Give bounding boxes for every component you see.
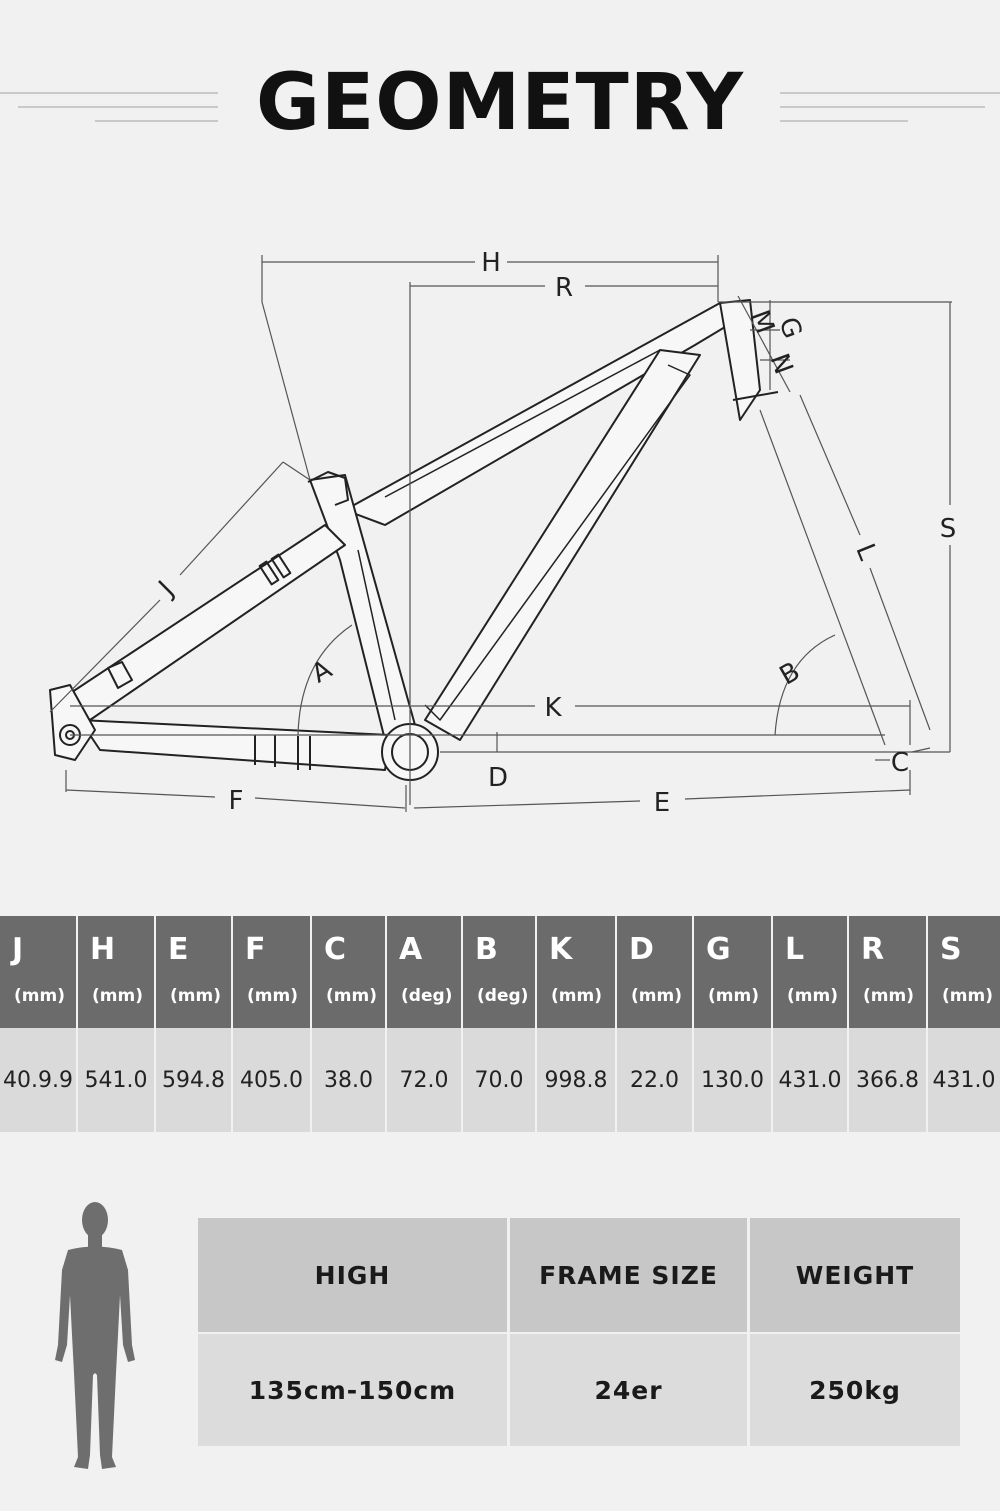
column-unit: (mm) — [631, 986, 682, 1006]
value-cell-b: 70.0 — [463, 1028, 537, 1132]
frame-size-value: 24er — [510, 1334, 750, 1446]
header-cell-r: R (mm) — [849, 916, 928, 1028]
header-cell-k: K (mm) — [537, 916, 617, 1028]
value-cell-l: 431.0 — [773, 1028, 849, 1132]
label-e: E — [654, 788, 670, 818]
title-rule — [95, 120, 218, 122]
header-cell-a: A (deg) — [387, 916, 463, 1028]
header-cell-h: H (mm) — [78, 916, 156, 1028]
column-unit: (mm) — [942, 986, 993, 1006]
label-d: D — [488, 763, 508, 793]
size-table: HIGH FRAME SIZE WEIGHT 135cm-150cm 24er … — [198, 1218, 960, 1446]
title-area: GEOMETRY — [0, 0, 1000, 200]
title-rule — [780, 106, 985, 108]
header-cell-l: L (mm) — [773, 916, 849, 1028]
column-letter: F — [245, 932, 266, 967]
value-cell-r: 366.8 — [849, 1028, 928, 1132]
header-cell-j: J (mm) — [0, 916, 78, 1028]
column-unit: (deg) — [477, 986, 529, 1006]
label-r: R — [555, 273, 573, 303]
label-a: A — [307, 654, 338, 689]
size-header-row: HIGH FRAME SIZE WEIGHT — [198, 1218, 960, 1332]
value-cell-k: 998.8 — [537, 1028, 617, 1132]
value-cell-j: 40.9.9 — [0, 1028, 78, 1132]
column-letter: C — [324, 932, 347, 967]
column-letter: D — [629, 932, 654, 967]
value-cell-h: 541.0 — [78, 1028, 156, 1132]
label-f: F — [229, 786, 244, 816]
frame-geometry-diagram: H R M G N S J L A B K D C F E — [49, 248, 957, 818]
column-unit: (mm) — [170, 986, 221, 1006]
weight-header: WEIGHT — [795, 1260, 915, 1290]
geometry-value-row: 40.9.9 541.0 594.8 405.0 38.0 72.0 70.0 998.8 22… — [0, 1028, 1000, 1132]
column-letter: G — [706, 932, 731, 967]
title-rule — [18, 106, 218, 108]
column-unit: (mm) — [787, 986, 838, 1006]
title-rule — [780, 92, 1000, 94]
value-cell-d: 22.0 — [617, 1028, 694, 1132]
header-cell-g: G (mm) — [694, 916, 773, 1028]
title-rule — [0, 92, 218, 94]
person-silhouette-icon — [55, 1202, 135, 1469]
column-unit: (mm) — [863, 986, 914, 1006]
column-letter: E — [168, 932, 189, 967]
column-letter: K — [549, 932, 573, 967]
size-value-row: 135cm-150cm 24er 250kg — [198, 1334, 960, 1446]
header-cell-d: D (mm) — [617, 916, 694, 1028]
header-cell-f: F (mm) — [233, 916, 312, 1028]
value-cell-g: 130.0 — [694, 1028, 773, 1132]
label-c: C — [891, 748, 909, 778]
column-unit: (deg) — [401, 986, 453, 1006]
label-k: K — [544, 693, 562, 723]
column-letter: L — [785, 932, 805, 967]
high-header: HIGH — [198, 1218, 510, 1332]
value-cell-f: 405.0 — [233, 1028, 312, 1132]
column-unit: (mm) — [92, 986, 143, 1006]
label-g: G — [772, 313, 807, 342]
column-letter: R — [861, 932, 885, 967]
geometry-header-row: J (mm) H (mm) E (mm) F (mm) C (mm) A (deg) B (deg) K (m… — [0, 916, 1000, 1028]
dimension-lines — [49, 255, 952, 812]
column-unit: (mm) — [247, 986, 298, 1006]
weight-value: 250kg — [809, 1375, 901, 1405]
column-letter: H — [90, 932, 116, 967]
header-cell-b: B (deg) — [463, 916, 537, 1028]
header-cell-s: S (mm) — [928, 916, 1000, 1028]
value-cell-s: 431.0 — [932, 1067, 996, 1093]
value-cell-c: 38.0 — [312, 1028, 387, 1132]
header-cell-e: E (mm) — [156, 916, 233, 1028]
geometry-table: J (mm) H (mm) E (mm) F (mm) C (mm) A (deg) B (deg) K (m… — [0, 916, 1000, 1132]
column-unit: (mm) — [551, 986, 602, 1006]
column-letter: S — [940, 932, 962, 967]
value-cell-e: 594.8 — [156, 1028, 233, 1132]
label-s: S — [940, 514, 957, 544]
column-unit: (mm) — [326, 986, 377, 1006]
column-letter: B — [475, 932, 498, 967]
column-letter: J — [12, 932, 24, 967]
bike-frame — [49, 299, 779, 781]
high-value: 135cm-150cm — [198, 1334, 510, 1446]
header-cell-c: C (mm) — [312, 916, 387, 1028]
column-unit: (mm) — [14, 986, 65, 1006]
column-letter: A — [399, 932, 423, 967]
column-unit: (mm) — [708, 986, 759, 1006]
label-j: J — [152, 575, 180, 603]
page-title: GEOMETRY — [256, 58, 744, 148]
label-h: H — [481, 248, 501, 278]
title-rule — [780, 120, 908, 122]
frame-size-header: FRAME SIZE — [510, 1218, 750, 1332]
label-l: L — [849, 540, 882, 565]
value-cell-a: 72.0 — [387, 1028, 463, 1132]
